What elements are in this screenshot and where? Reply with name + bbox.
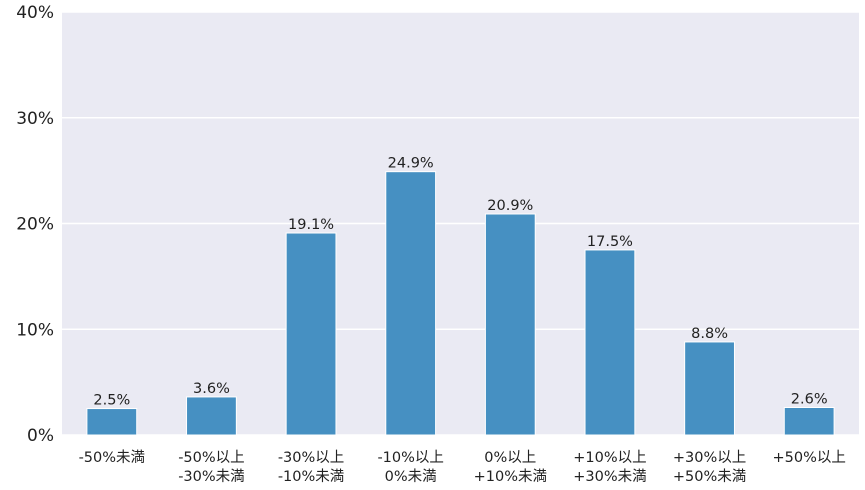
- data-label: 19.1%: [288, 217, 334, 233]
- x-tick-label: -50%以上: [178, 449, 244, 466]
- x-tick-label: +30%以上: [673, 449, 746, 466]
- data-label: 17.5%: [587, 234, 633, 250]
- bar: [86, 408, 138, 436]
- bar: [684, 341, 735, 436]
- x-tick-label: -30%以上: [278, 449, 344, 466]
- y-tick-label: 30%: [16, 109, 54, 129]
- x-tick-label: +50%未満: [673, 468, 746, 485]
- data-label: 24.9%: [388, 156, 434, 172]
- x-tick-label: -50%未満: [79, 449, 145, 466]
- bar: [285, 232, 337, 436]
- bar: [584, 249, 636, 436]
- y-tick-label: 40%: [16, 3, 54, 23]
- x-axis-ticks: -50%未満 -50%以上 -30%未満 -30%以上 -10%未満 -10%以上 0%未満…: [79, 449, 846, 485]
- x-tick-label: +50%以上: [772, 449, 845, 466]
- y-tick-label: 0%: [27, 426, 54, 446]
- x-tick-label: 0%未満: [385, 468, 437, 485]
- data-label: 2.5%: [93, 393, 130, 409]
- bar: [186, 396, 237, 436]
- x-tick-label: -10%未満: [278, 468, 344, 485]
- bar: [783, 407, 835, 436]
- x-tick-label: +10%未満: [474, 468, 547, 485]
- bars: [86, 171, 835, 436]
- data-label: 2.6%: [791, 392, 828, 408]
- y-axis-ticks: 0% 10% 20% 30% 40%: [16, 3, 54, 446]
- y-tick-label: 20%: [16, 215, 54, 235]
- bar: [484, 213, 536, 436]
- data-labels: 2.5% 3.6% 19.1% 24.9% 20.9% 17.5% 8.8% 2.6%: [93, 156, 827, 409]
- data-label: 20.9%: [487, 198, 533, 214]
- x-tick-label: +10%以上: [573, 449, 646, 466]
- x-tick-label: 0%以上: [484, 449, 536, 466]
- x-tick-label: -10%以上: [377, 449, 443, 466]
- bar: [385, 171, 437, 436]
- data-label: 8.8%: [691, 326, 728, 342]
- x-tick-label: +30%未満: [573, 468, 646, 485]
- data-label: 3.6%: [193, 381, 230, 397]
- y-tick-label: 10%: [16, 320, 54, 340]
- x-tick-label: -30%未満: [178, 468, 244, 485]
